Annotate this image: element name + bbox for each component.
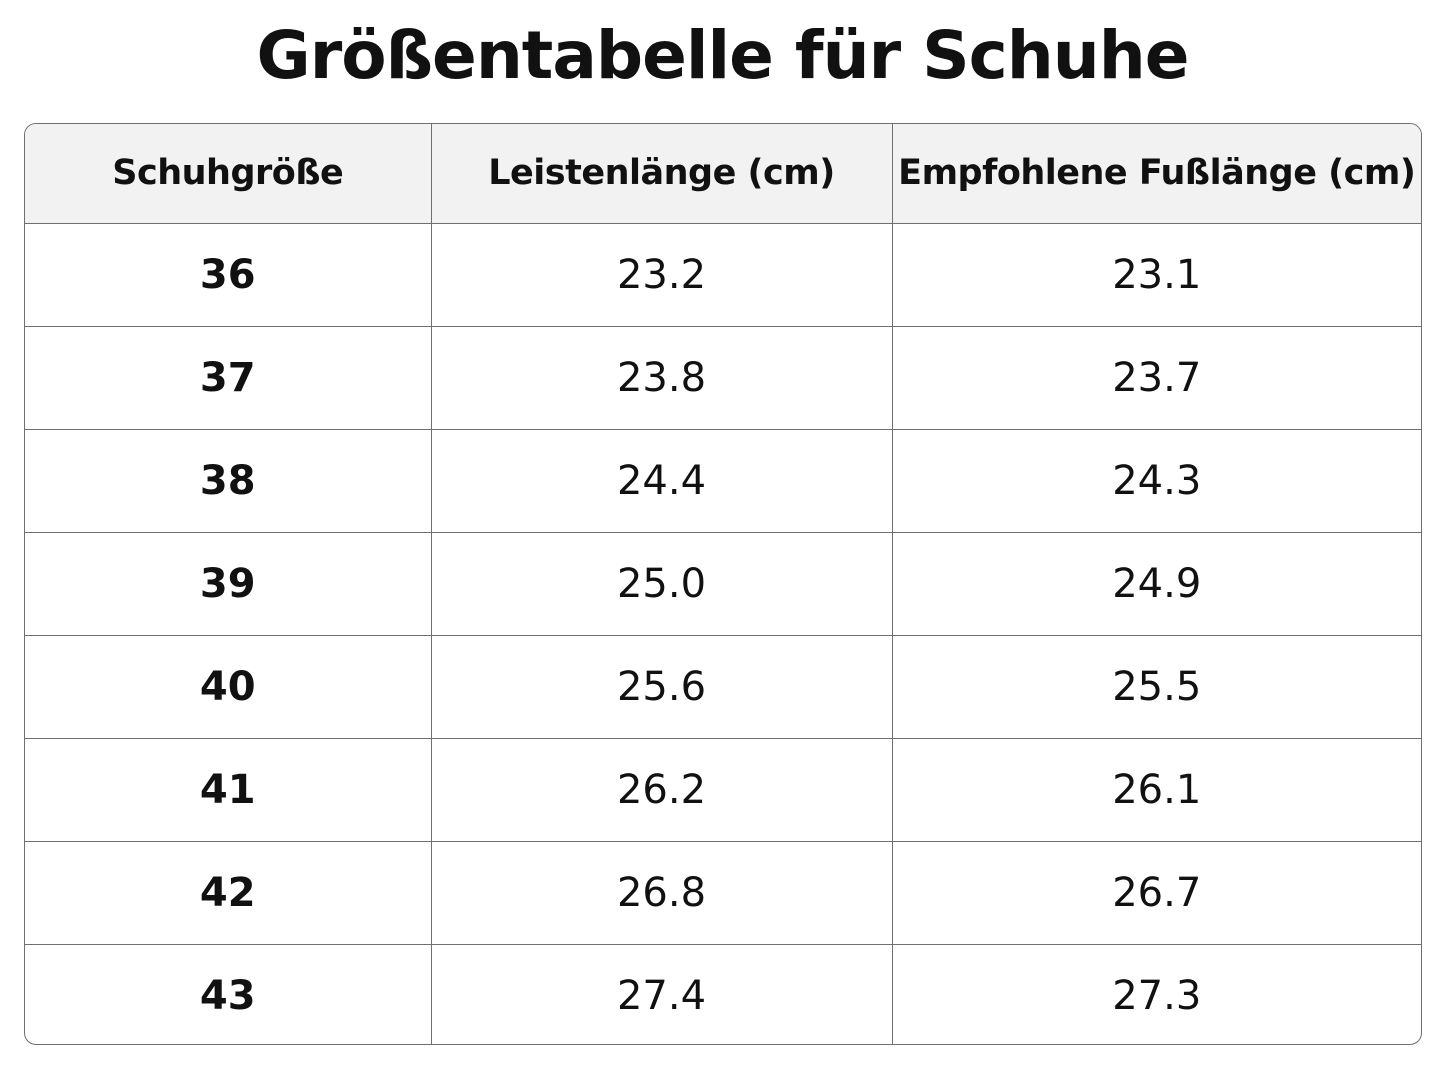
foot-length-cell: 26.1 [892,738,1421,842]
foot-length-cell: 25.5 [892,635,1421,739]
table-row: 40 25.6 25.5 [25,635,1421,739]
table-row: 38 24.4 24.3 [25,429,1421,533]
shoe-size-cell: 41 [25,738,432,842]
header-last-length: Leistenlänge (cm) [431,124,893,224]
last-length-cell: 24.4 [431,429,893,533]
foot-length-cell: 26.7 [892,841,1421,945]
last-length-cell: 27.4 [431,944,893,1044]
foot-length-cell: 24.9 [892,532,1421,636]
shoe-size-cell: 43 [25,944,432,1044]
shoe-size-cell: 40 [25,635,432,739]
size-table: Schuhgröße Leistenlänge (cm) Empfohlene … [25,124,1421,1044]
last-length-cell: 23.2 [431,223,893,327]
last-length-cell: 25.6 [431,635,893,739]
shoe-size-cell: 37 [25,326,432,430]
table-row: 37 23.8 23.7 [25,326,1421,430]
size-chart-table: Schuhgröße Leistenlänge (cm) Empfohlene … [24,123,1422,1045]
table-header-row: Schuhgröße Leistenlänge (cm) Empfohlene … [25,124,1421,224]
table-row: 36 23.2 23.1 [25,223,1421,327]
table-row: 42 26.8 26.7 [25,841,1421,945]
table-row: 41 26.2 26.1 [25,738,1421,842]
last-length-cell: 26.8 [431,841,893,945]
foot-length-cell: 23.1 [892,223,1421,327]
foot-length-cell: 27.3 [1112,972,1202,1019]
header-recommended-foot-length: Empfohlene Fußlänge (cm) [892,124,1421,224]
last-length-cell: 26.2 [431,738,893,842]
shoe-size-cell: 42 [25,841,432,945]
shoe-size-cell: 39 [25,532,432,636]
page-title: Größentabelle für Schuhe [256,17,1190,94]
table-row: 39 25.0 24.9 [25,532,1421,636]
table-row: 43 27.4 27.3 [25,944,1421,1044]
shoe-size-cell: 36 [25,223,432,327]
header-shoe-size: Schuhgröße [25,124,432,224]
shoe-size-cell: 38 [25,429,432,533]
foot-length-cell: 23.7 [892,326,1421,430]
last-length-cell: 23.8 [431,326,893,430]
foot-length-cell: 24.3 [892,429,1421,533]
last-length-cell: 25.0 [431,532,893,636]
